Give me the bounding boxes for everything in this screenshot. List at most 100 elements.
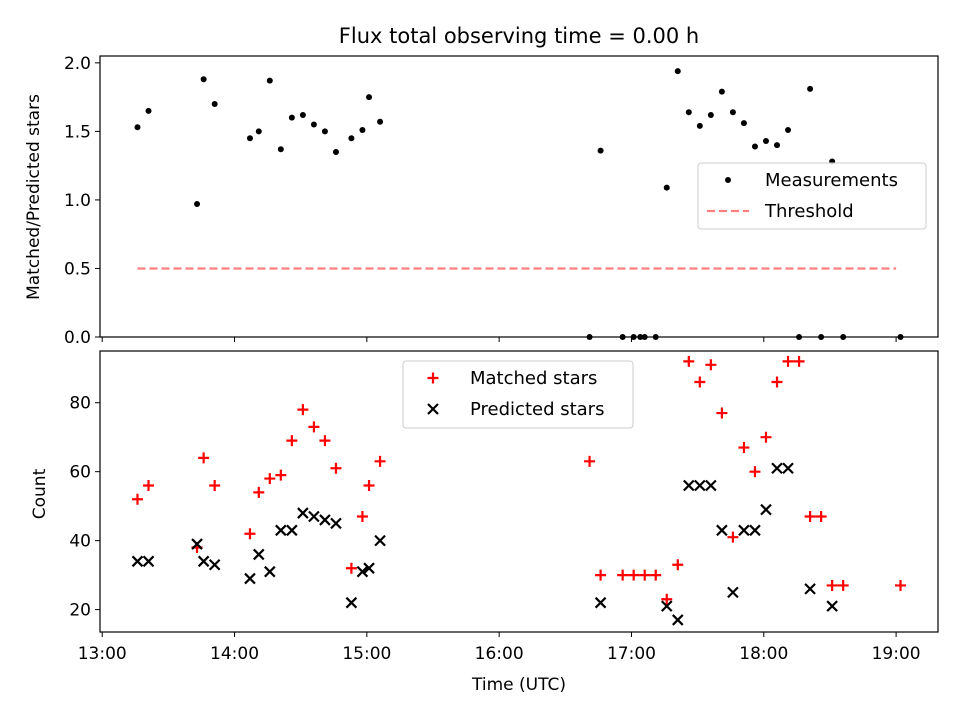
matched-stars-point <box>131 493 143 505</box>
matched-stars-point <box>694 376 706 388</box>
measurement-point <box>685 109 692 116</box>
plot-frame <box>99 350 939 633</box>
matched-stars-point <box>716 407 728 419</box>
measurement-point <box>211 100 218 107</box>
matched-stars-point <box>253 486 265 498</box>
x-tick-label: 18:00 <box>739 644 788 664</box>
y-tick-label: 40 <box>69 532 91 552</box>
measurement-point <box>377 118 384 125</box>
predicted-stars-point <box>356 565 369 578</box>
matched-stars-point <box>661 593 673 605</box>
legend-label: Measurements <box>765 170 898 191</box>
predicted-stars-point <box>142 555 155 568</box>
matched-stars-point <box>705 359 717 371</box>
measurement-point <box>637 334 644 340</box>
measurement-point <box>729 109 736 116</box>
matched-stars-point <box>275 469 287 481</box>
legend-plus-icon <box>427 372 439 384</box>
matched-stars-point <box>345 562 357 574</box>
y-tick-label: 0.5 <box>64 259 91 279</box>
measurement-point <box>321 128 328 135</box>
plot-frame <box>99 55 939 338</box>
measurement-point <box>194 201 201 208</box>
x-axis-label: Time (UTC) <box>471 675 566 695</box>
measurement-point <box>266 77 273 84</box>
measurement-point <box>277 146 284 153</box>
chart-title: Flux total observing time = 0.00 h <box>339 24 699 48</box>
x-tick-label: 17:00 <box>607 644 656 664</box>
measurement-point <box>619 334 626 340</box>
x-tick-label: 16:00 <box>475 644 524 664</box>
measurement-point <box>366 94 373 101</box>
matched-stars-point <box>683 355 695 367</box>
predicted-stars-point <box>330 517 342 530</box>
measurement-point <box>840 334 847 340</box>
predicted-stars-point <box>749 524 761 537</box>
matched-stars-point <box>319 435 331 447</box>
predicted-stars-point <box>319 514 331 526</box>
matched-stars-point <box>793 355 805 367</box>
predicted-stars-point <box>208 558 221 571</box>
predicted-stars-point <box>727 586 739 599</box>
matched-stars-point <box>584 455 596 467</box>
measurement-point <box>897 334 904 340</box>
x-tick-label: 13:00 <box>78 644 127 664</box>
measurement-point <box>807 85 814 92</box>
legend-x-icon <box>427 403 439 415</box>
predicted-stars-point <box>683 479 695 492</box>
matched-stars-point <box>782 355 794 367</box>
predicted-stars-point <box>131 555 144 568</box>
matched-stars-point <box>738 442 750 454</box>
matched-stars-point <box>374 455 386 467</box>
matched-stars-point <box>650 569 662 581</box>
predicted-stars-point <box>826 600 838 612</box>
legend-box <box>402 360 634 429</box>
top-panel: 0.0 0.5 1.0 1.5 2.0 Measurements Threshold <box>64 54 939 348</box>
predicted-stars-point <box>694 479 706 492</box>
predicted-stars-point <box>660 600 673 612</box>
y-tick-label: 60 <box>69 463 91 483</box>
matched-stars-point <box>330 462 342 474</box>
predicted-stars-point <box>705 479 717 492</box>
x-tick-label: 15:00 <box>342 644 391 664</box>
measurement-point <box>359 127 366 134</box>
measurement-point <box>641 334 648 340</box>
measurement-point <box>751 143 758 150</box>
measurement-point <box>597 147 604 154</box>
matched-stars-point <box>815 510 827 522</box>
measurement-point <box>718 88 725 95</box>
x-tick-label: 19:00 <box>872 644 921 664</box>
top-y-axis-label: Matched/Predicted stars <box>24 94 44 300</box>
predicted-stars-point <box>672 614 684 626</box>
predicted-stars-point <box>308 510 320 523</box>
y-tick-label: 2.0 <box>64 54 91 74</box>
predicted-stars-point <box>244 572 256 585</box>
matched-stars-point <box>143 479 155 491</box>
predicted-stars-point <box>191 538 203 550</box>
predicted-stars-point <box>197 555 210 568</box>
measurement-point <box>586 334 593 340</box>
predicted-stars-point <box>804 583 816 595</box>
matched-stars-point <box>198 452 210 464</box>
measurement-point <box>652 334 659 340</box>
matched-stars-point <box>727 531 739 543</box>
legend-label: Predicted stars <box>470 399 604 420</box>
predicted-stars-point <box>363 562 375 574</box>
matched-stars-point <box>837 579 849 591</box>
predicted-stars-point <box>345 596 358 609</box>
matched-stars-point <box>617 569 629 581</box>
matched-stars-point <box>363 479 375 491</box>
legend-label: Threshold <box>764 201 854 222</box>
predicted-stars-point <box>374 534 386 547</box>
measurement-point <box>200 76 207 83</box>
measurement-point <box>707 111 714 118</box>
matched-stars-point <box>244 528 256 540</box>
matched-stars-point <box>595 569 607 581</box>
measurement-point <box>348 135 355 142</box>
legend-dot-icon <box>725 177 731 183</box>
measurement-point <box>818 334 825 340</box>
predicted-stars-point <box>594 596 607 609</box>
y-tick-label: 0.0 <box>64 328 91 348</box>
predicted-stars-point <box>264 565 276 578</box>
x-tick-label: 14:00 <box>210 644 259 664</box>
